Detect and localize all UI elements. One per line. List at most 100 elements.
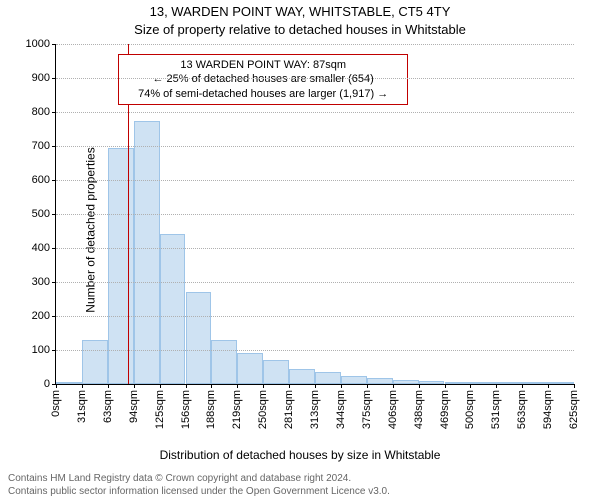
ytick-label: 600 [32,174,50,186]
ytick-label: 500 [32,208,50,220]
x-axis-label: Distribution of detached houses by size … [0,448,600,462]
grid-line [56,282,574,283]
info-box: 13 WARDEN POINT WAY: 87sqm ← 25% of deta… [118,54,408,105]
info-line-2: ← 25% of detached houses are smaller (65… [125,72,401,86]
xtick-mark [134,384,135,388]
xtick-mark [237,384,238,388]
histogram-bar [108,148,134,384]
xtick-mark [393,384,394,388]
xtick-mark [419,384,420,388]
ytick-label: 900 [32,72,50,84]
xtick-mark [82,384,83,388]
info-line-1: 13 WARDEN POINT WAY: 87sqm [125,58,401,72]
ytick-mark [52,350,56,351]
xtick-label: 563sqm [516,390,528,429]
ytick-mark [52,316,56,317]
ytick-mark [52,282,56,283]
xtick-label: 531sqm [490,390,502,429]
xtick-mark [315,384,316,388]
ytick-label: 1000 [26,38,50,50]
histogram-bar [367,378,393,384]
ytick-label: 0 [44,378,50,390]
xtick-label: 469sqm [439,390,451,429]
ytick-label: 100 [32,344,50,356]
footer-line-1: Contains HM Land Registry data © Crown c… [8,472,390,485]
ytick-mark [52,146,56,147]
histogram-bar [82,340,108,384]
xtick-label: 63sqm [102,390,114,423]
footer: Contains HM Land Registry data © Crown c… [8,472,390,498]
histogram-bar [419,381,445,384]
grid-line [56,316,574,317]
xtick-mark [470,384,471,388]
xtick-label: 250sqm [257,390,269,429]
info-line-3: 74% of semi-detached houses are larger (… [125,87,401,101]
histogram-bar [186,292,212,384]
grid-line [56,146,574,147]
ytick-label: 400 [32,242,50,254]
xtick-mark [341,384,342,388]
xtick-label: 344sqm [335,390,347,429]
xtick-label: 375sqm [361,390,373,429]
xtick-label: 0sqm [50,390,62,417]
xtick-mark [263,384,264,388]
ytick-mark [52,78,56,79]
histogram-bar [289,369,315,384]
xtick-label: 31sqm [76,390,88,423]
ytick-mark [52,44,56,45]
chart-subtitle: Size of property relative to detached ho… [0,22,600,37]
histogram-bar [522,382,548,384]
xtick-mark [56,384,57,388]
histogram-bar [56,382,82,384]
grid-line [56,248,574,249]
xtick-mark [548,384,549,388]
xtick-mark [522,384,523,388]
chart-title: 13, WARDEN POINT WAY, WHITSTABLE, CT5 4T… [0,4,600,19]
xtick-label: 313sqm [309,390,321,429]
xtick-label: 94sqm [128,390,140,423]
xtick-label: 125sqm [154,390,166,429]
histogram-bar [160,234,186,384]
grid-line [56,214,574,215]
ytick-mark [52,180,56,181]
histogram-bar [263,360,289,384]
histogram-bar [470,382,496,384]
xtick-mark [186,384,187,388]
xtick-label: 156sqm [180,390,192,429]
footer-line-2: Contains public sector information licen… [8,485,390,498]
xtick-mark [108,384,109,388]
histogram-bar [315,372,341,384]
xtick-mark [445,384,446,388]
histogram-bar [445,382,471,384]
xtick-label: 219sqm [231,390,243,429]
xtick-label: 188sqm [205,390,217,429]
xtick-mark [496,384,497,388]
grid-line [56,180,574,181]
xtick-mark [574,384,575,388]
histogram-bar [341,376,367,385]
ytick-label: 300 [32,276,50,288]
xtick-label: 625sqm [568,390,580,429]
xtick-label: 406sqm [387,390,399,429]
grid-line [56,112,574,113]
ytick-label: 700 [32,140,50,152]
xtick-mark [211,384,212,388]
xtick-mark [160,384,161,388]
histogram-bar [134,121,160,385]
xtick-mark [367,384,368,388]
histogram-bar [496,382,522,384]
xtick-label: 500sqm [464,390,476,429]
ytick-mark [52,248,56,249]
ytick-label: 800 [32,106,50,118]
ytick-label: 200 [32,310,50,322]
xtick-label: 281sqm [283,390,295,429]
grid-line [56,78,574,79]
ytick-mark [52,112,56,113]
chart-container: 13, WARDEN POINT WAY, WHITSTABLE, CT5 4T… [0,0,600,500]
grid-line [56,350,574,351]
plot-area: 13 WARDEN POINT WAY: 87sqm ← 25% of deta… [55,44,574,385]
grid-line [56,44,574,45]
xtick-label: 594sqm [542,390,554,429]
ytick-mark [52,214,56,215]
histogram-bar [548,382,574,384]
